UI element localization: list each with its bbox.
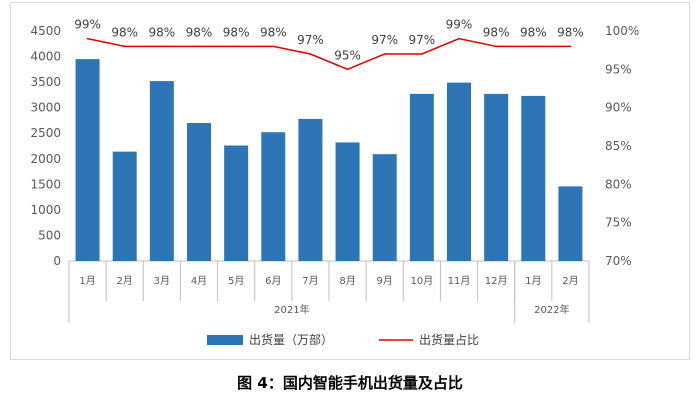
line-point bbox=[86, 37, 89, 40]
line-point bbox=[272, 45, 275, 48]
x-tick-label: 6月 bbox=[265, 275, 281, 287]
y-right-tick-label: 95% bbox=[605, 62, 632, 76]
data-label: 98% bbox=[223, 25, 250, 39]
data-label: 97% bbox=[371, 33, 398, 47]
data-label: 99% bbox=[446, 18, 473, 32]
data-label: 98% bbox=[557, 25, 584, 39]
line-point bbox=[495, 45, 497, 48]
legend-swatch-bar bbox=[207, 335, 243, 345]
x-tick-label: 12月 bbox=[485, 275, 508, 287]
bar bbox=[409, 93, 434, 261]
y-left-tick-label: 0 bbox=[53, 254, 61, 268]
line-point bbox=[309, 53, 312, 55]
x-tick-label: 2月 bbox=[562, 275, 578, 287]
x-tick-label: 5月 bbox=[228, 275, 244, 287]
chart-area: 0 500 1000 1500 2000 2500 3000 3500 4000 4500 70% 7… bbox=[10, 2, 690, 360]
x-tick-label: 1月 bbox=[525, 275, 541, 287]
y-left-tick-label: 2000 bbox=[30, 152, 61, 166]
axes: 0 500 1000 1500 2000 2500 3000 3500 4000 4500 70% 7… bbox=[30, 24, 639, 323]
legend: 出货量（万部） 出货量占比 bbox=[207, 332, 479, 347]
x-tick-label: 2月 bbox=[117, 275, 133, 287]
y-right-tick-label: 85% bbox=[605, 139, 632, 153]
x-tick-label: 4月 bbox=[191, 275, 207, 287]
x-tick-label: 11月 bbox=[448, 275, 471, 287]
y-right-tick-label: 75% bbox=[605, 216, 632, 230]
data-label: 98% bbox=[483, 25, 510, 39]
data-label: 98% bbox=[111, 25, 138, 39]
x-tick-label: 8月 bbox=[339, 275, 355, 287]
share-line bbox=[87, 37, 571, 71]
line-point bbox=[383, 53, 386, 55]
data-label: 97% bbox=[297, 33, 324, 47]
bar bbox=[75, 59, 100, 261]
data-label: 98% bbox=[186, 25, 213, 39]
y-left-tick-label: 2500 bbox=[30, 126, 61, 140]
figure-caption: 图 4：国内智能手机出货量及占比 bbox=[237, 374, 463, 392]
y-right-tick-label: 80% bbox=[605, 177, 632, 191]
bar bbox=[372, 154, 397, 261]
x-tick-label: 1月 bbox=[79, 275, 95, 287]
x-tick-label: 3月 bbox=[154, 275, 170, 287]
line-point bbox=[346, 68, 349, 71]
line-point bbox=[161, 45, 163, 48]
bar-series bbox=[75, 59, 583, 262]
legend-label-bar: 出货量（万部） bbox=[249, 332, 333, 347]
data-labels: 99% 98% 98% 98% 98% 98% 97% 95% 97% 97% 99% 98% 98% 9… bbox=[74, 18, 584, 63]
line-point bbox=[458, 37, 460, 40]
y-left-tick-label: 500 bbox=[38, 228, 61, 242]
group-label: 2021年 bbox=[274, 303, 309, 316]
line-point bbox=[569, 45, 572, 48]
data-label: 97% bbox=[409, 33, 436, 47]
y-left-tick-label: 3500 bbox=[30, 75, 61, 89]
data-label: 95% bbox=[334, 48, 361, 62]
line-point bbox=[532, 45, 535, 48]
line-point bbox=[421, 53, 423, 55]
y-right-tick-label: 100% bbox=[605, 24, 639, 38]
x-tick-label: 9月 bbox=[377, 275, 393, 287]
bar bbox=[484, 93, 509, 261]
combo-chart: 0 500 1000 1500 2000 2500 3000 3500 4000 4500 70% 7… bbox=[30, 18, 639, 347]
line-point bbox=[235, 45, 237, 48]
data-label: 98% bbox=[520, 25, 547, 39]
y-left-tick-label: 4500 bbox=[30, 24, 61, 38]
bar bbox=[261, 132, 286, 261]
y-right-tick-label: 70% bbox=[605, 254, 632, 268]
line-point bbox=[198, 45, 200, 48]
bar bbox=[298, 118, 323, 262]
group-label: 2022年 bbox=[534, 303, 569, 316]
bar bbox=[558, 186, 583, 261]
data-label: 98% bbox=[260, 25, 287, 39]
bar bbox=[521, 95, 546, 262]
y-left-tick-label: 1500 bbox=[30, 177, 61, 191]
y-left-tick-label: 3000 bbox=[30, 101, 61, 115]
data-label: 99% bbox=[74, 18, 101, 32]
bar bbox=[447, 82, 471, 261]
x-tick-label: 7月 bbox=[302, 275, 318, 287]
y-left-tick-label: 4000 bbox=[30, 50, 61, 64]
y-left-tick-label: 1000 bbox=[30, 203, 61, 217]
line-series bbox=[86, 37, 572, 71]
data-label: 98% bbox=[149, 25, 176, 39]
x-tick-label: 10月 bbox=[410, 275, 433, 287]
line-point bbox=[123, 45, 126, 48]
bar bbox=[149, 81, 174, 261]
bar bbox=[187, 123, 211, 261]
legend-label-line: 出货量占比 bbox=[419, 332, 479, 347]
bar bbox=[335, 142, 360, 261]
y-right-tick-label: 90% bbox=[605, 101, 632, 115]
bar bbox=[224, 145, 249, 261]
bar bbox=[112, 151, 137, 261]
